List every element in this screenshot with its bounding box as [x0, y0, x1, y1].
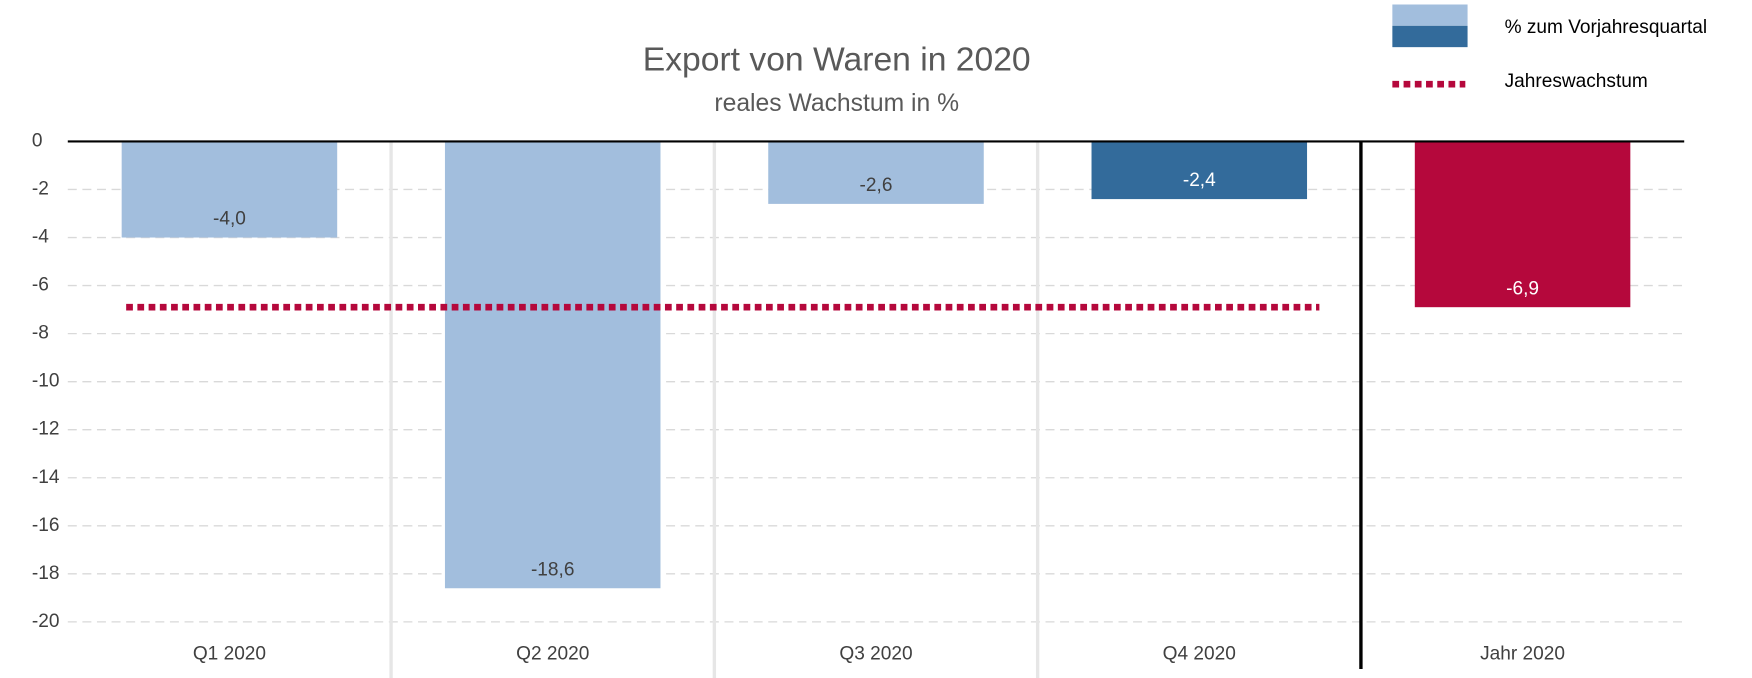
x-tick-label: Q4 2020 — [1163, 643, 1236, 664]
x-tick-label: Jahr 2020 — [1480, 643, 1565, 664]
bar — [121, 141, 338, 238]
value-label: -4,0 — [213, 209, 246, 230]
legend-swatch — [1392, 25, 1468, 48]
y-tick-label: 0 — [32, 130, 43, 151]
chart-subtitle: reales Wachstum in % — [714, 90, 959, 117]
x-tick-label: Q1 2020 — [193, 643, 266, 664]
legend-label: Jahreswachstum — [1505, 71, 1648, 92]
bar — [444, 141, 661, 589]
bar — [768, 141, 984, 204]
value-label: -2,6 — [860, 175, 893, 196]
value-label: -2,4 — [1183, 170, 1216, 191]
value-label: -6,9 — [1506, 278, 1539, 299]
chart-title: Export von Waren in 2020 — [643, 42, 1031, 79]
y-tick-label: -12 — [32, 419, 60, 440]
bar — [1091, 141, 1308, 200]
y-tick-label: -4 — [32, 227, 49, 248]
y-tick-label: -16 — [32, 515, 60, 536]
y-tick-label: -18 — [32, 563, 60, 584]
y-tick-label: -14 — [32, 467, 60, 488]
y-tick-label: -8 — [32, 323, 49, 344]
bar — [1414, 141, 1631, 308]
x-tick-label: Q2 2020 — [516, 643, 589, 664]
y-tick-label: -20 — [32, 611, 60, 632]
value-label: -18,6 — [531, 559, 575, 580]
y-tick-label: -6 — [32, 275, 49, 296]
legend-label: % zum Vorjahresquartal — [1505, 17, 1708, 38]
y-tick-label: -10 — [32, 371, 60, 392]
x-tick-label: Q3 2020 — [839, 643, 912, 664]
legend-swatch — [1392, 4, 1468, 26]
y-tick-label: -2 — [32, 179, 49, 200]
